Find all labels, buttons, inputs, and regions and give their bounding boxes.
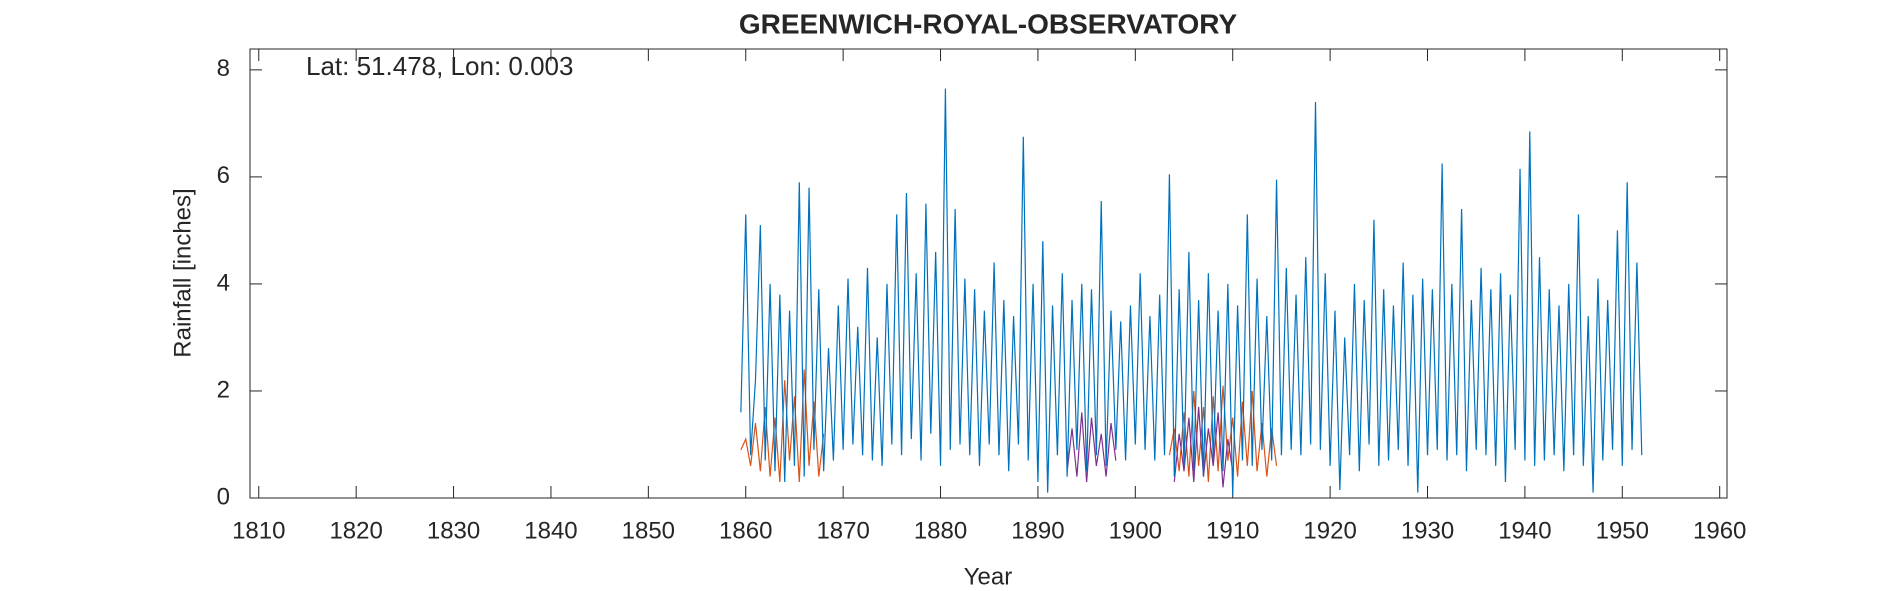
x-tick-label: 1920 [1303, 517, 1356, 544]
y-tick-label: 2 [217, 376, 230, 403]
x-axis-label: Year [964, 563, 1013, 590]
x-tick-label: 1810 [232, 517, 285, 544]
x-tick-label: 1910 [1206, 517, 1259, 544]
series-line [740, 88, 1643, 496]
y-tick-label: 4 [217, 269, 230, 296]
x-tick-label: 1860 [719, 517, 772, 544]
chart-title: GREENWICH-ROYAL-OBSERVATORY [739, 8, 1238, 39]
y-tick-label: 6 [217, 162, 230, 189]
x-tick-label: 1960 [1693, 517, 1746, 544]
x-tick-label: 1950 [1596, 517, 1649, 544]
y-tick-label: 0 [217, 483, 230, 510]
series-line [740, 369, 825, 482]
annotation: Lat: 51.478, Lon: 0.003 [306, 51, 573, 81]
x-tick-label: 1820 [329, 517, 382, 544]
x-tick-label: 1850 [622, 517, 675, 544]
x-tick-label: 1830 [427, 517, 480, 544]
x-tick-label: 1840 [524, 517, 577, 544]
series-line [1168, 385, 1278, 482]
x-tick-label: 1890 [1011, 517, 1064, 544]
x-tick-label: 1930 [1401, 517, 1454, 544]
x-tick-label: 1940 [1498, 517, 1551, 544]
x-tick-label: 1900 [1109, 517, 1162, 544]
series-line [1066, 412, 1117, 482]
x-tick-label: 1870 [816, 517, 869, 544]
x-tick-label: 1880 [914, 517, 967, 544]
y-tick-label: 8 [217, 55, 230, 82]
y-axis-label: Rainfall [inches] [169, 188, 196, 357]
